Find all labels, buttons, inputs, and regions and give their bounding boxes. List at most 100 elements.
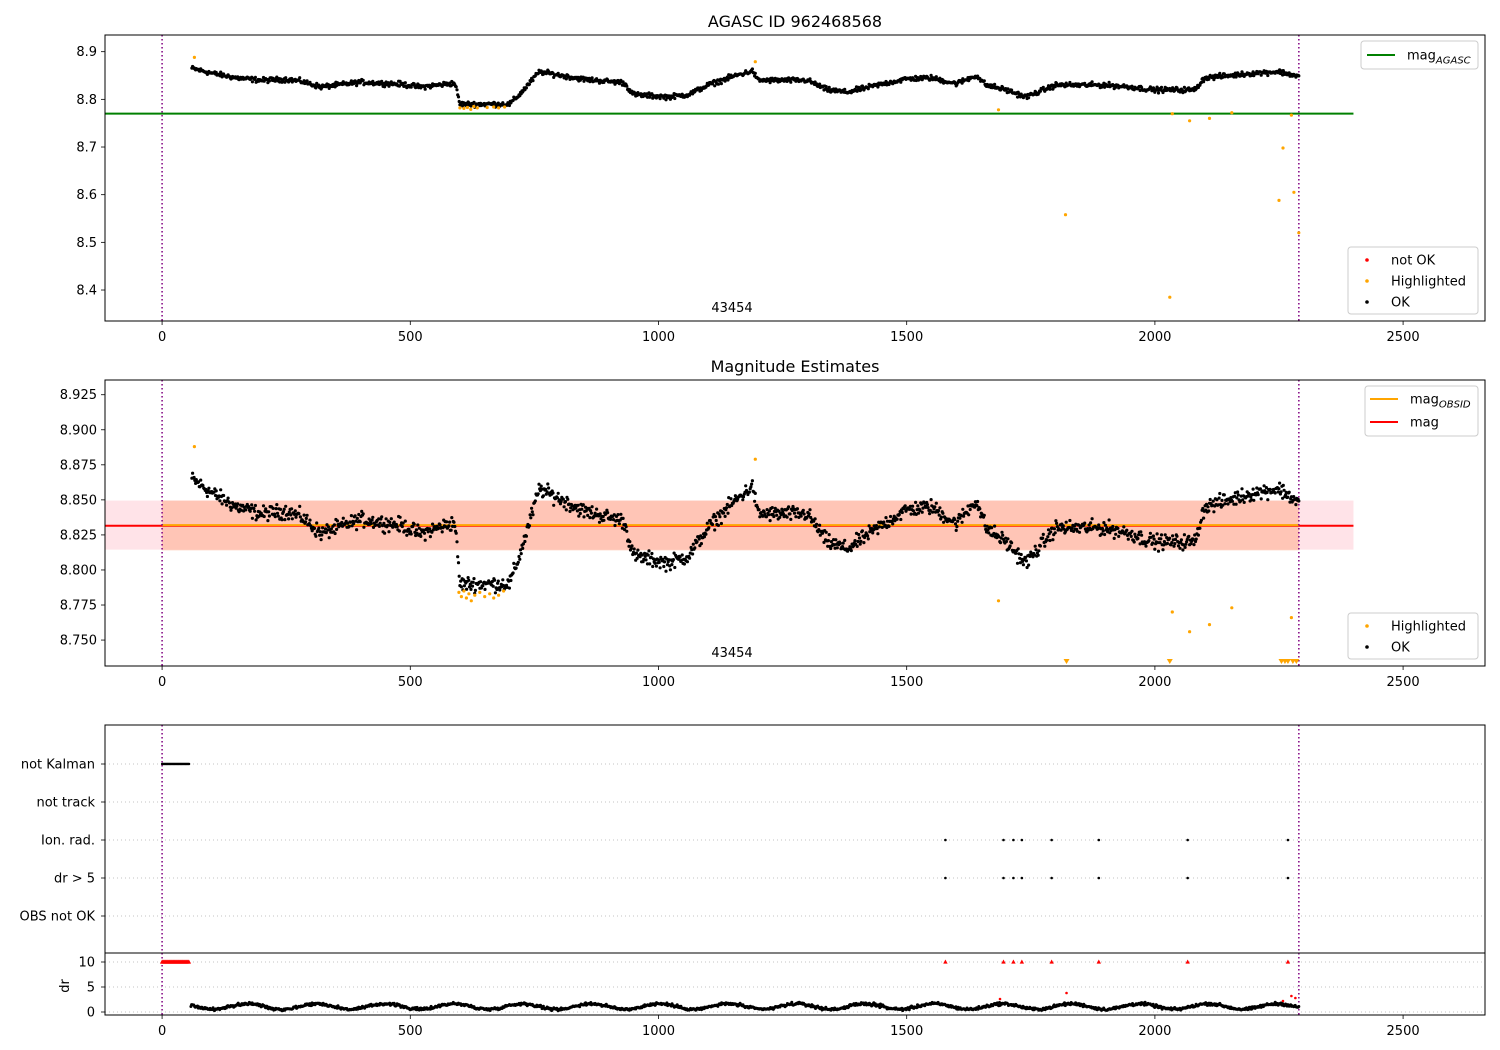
ok-point (691, 542, 695, 546)
ok-point (750, 482, 754, 486)
ok-point (262, 514, 266, 519)
ok-point (723, 514, 727, 519)
ok-point (590, 76, 594, 80)
ok-point (457, 574, 461, 578)
ok-point (925, 503, 930, 507)
ok-point (691, 552, 695, 556)
ok-point (1126, 537, 1130, 541)
ok-point (294, 515, 298, 519)
ok-point (380, 79, 384, 83)
ok-point (1048, 87, 1052, 91)
ok-point (827, 85, 831, 89)
ok-point (954, 528, 958, 533)
ok-point (813, 517, 817, 521)
legend-line-label-text: mag (1407, 49, 1436, 64)
ok-point (1212, 510, 1216, 514)
ion-rad-point (1012, 838, 1015, 842)
ok-point (473, 588, 477, 593)
highlighted-point (475, 106, 479, 110)
ok-point (1034, 548, 1038, 552)
ok-point (1083, 521, 1087, 525)
ok-point (273, 515, 277, 519)
ok-point (993, 524, 997, 528)
ok-point (472, 577, 476, 581)
highlighted-point (503, 105, 507, 109)
ok-point (1152, 537, 1156, 541)
ion-rad-point (1286, 838, 1290, 842)
ok-point (634, 551, 639, 555)
ok-point (201, 483, 205, 488)
flag-label: not track (36, 796, 95, 811)
ok-point (493, 578, 497, 582)
ok-point (1252, 498, 1256, 502)
ok-point (472, 100, 476, 104)
agasc-point-legend-box (1347, 246, 1479, 315)
ok-point (250, 503, 254, 507)
ok-point (1273, 491, 1277, 495)
ok-point (705, 521, 709, 525)
ok-point (1144, 544, 1148, 548)
ok-point (564, 77, 568, 81)
ok-point (1294, 503, 1298, 507)
highlighted-point (488, 592, 492, 596)
ok-point (653, 561, 657, 565)
ok-point (518, 557, 522, 561)
ok-point (707, 526, 711, 530)
ok-point (519, 552, 523, 556)
ok-point (493, 101, 497, 105)
ok-point (274, 507, 278, 511)
ok-point (673, 565, 677, 570)
ok-point (646, 553, 650, 557)
ok-point (511, 571, 515, 575)
ok-point (383, 531, 387, 535)
ok-point (1064, 520, 1068, 524)
ok-point (1159, 85, 1164, 89)
ok-point (767, 513, 771, 517)
ok-point (789, 80, 793, 84)
dr-outlier-point (1290, 994, 1293, 998)
ok-point (808, 508, 812, 512)
ok-point (1268, 487, 1272, 491)
ok-point (651, 564, 655, 569)
agasc-points-layer (190, 55, 1301, 299)
ok-point (1107, 80, 1111, 84)
ok-point (1208, 497, 1212, 502)
highlighted-point (492, 105, 496, 109)
ok-point (1140, 533, 1144, 537)
ok-point (453, 524, 457, 529)
ok-point (462, 584, 466, 588)
mag-ytick-label: 8.800 (60, 563, 97, 578)
ok-point (527, 524, 532, 528)
ok-point (214, 489, 218, 493)
ok-point (818, 523, 822, 527)
ok-point (227, 501, 232, 505)
ok-point (355, 516, 359, 521)
ok-point (1021, 563, 1025, 567)
flags-xtick-label: 0 (158, 1024, 166, 1039)
ok-point (934, 75, 938, 79)
ok-point (874, 524, 879, 528)
legend-point-swatch (1365, 279, 1369, 283)
highlighted-point (753, 60, 757, 64)
mag-ytick-label: 8.900 (60, 423, 97, 438)
ok-point (388, 520, 392, 525)
ok-point (899, 80, 903, 84)
ok-point (1182, 533, 1186, 537)
highlighted-point (465, 105, 469, 110)
ok-point (353, 514, 357, 518)
ok-point (315, 81, 319, 85)
ok-point (750, 67, 755, 71)
agasc-reference-layer (105, 35, 1354, 321)
ok-point (1278, 481, 1282, 485)
ok-point (491, 584, 495, 588)
ok-point (595, 507, 599, 511)
ok-point (1159, 537, 1163, 541)
ok-point (636, 548, 640, 552)
ok-point (467, 585, 472, 589)
ok-point (670, 563, 674, 567)
ok-point (358, 520, 362, 524)
ok-point (697, 537, 701, 541)
ok-point (367, 517, 371, 521)
ok-point (267, 514, 271, 518)
